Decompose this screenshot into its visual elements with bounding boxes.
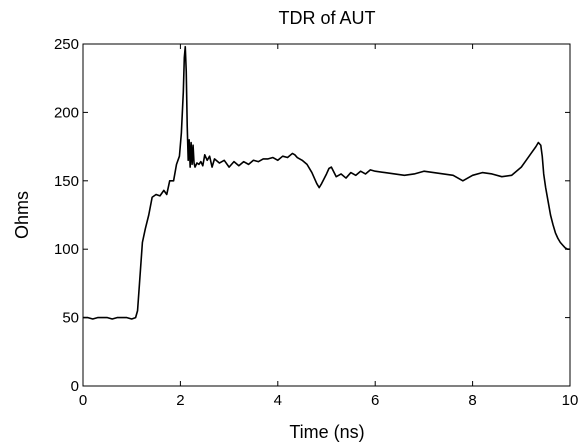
- plot-area: [82, 43, 571, 387]
- chart-title: TDR of AUT: [278, 8, 375, 28]
- plot-frame: [82, 43, 571, 387]
- y-tick-label: 100: [54, 241, 79, 258]
- y-axis-label: Ohms: [12, 191, 32, 239]
- series-line: [83, 45, 570, 320]
- y-tick-label: 0: [71, 378, 79, 395]
- y-axis: 0 50 100 150 200 250: [54, 36, 570, 395]
- x-tick-label: 8: [468, 392, 476, 409]
- x-tick-label: 2: [176, 392, 184, 409]
- x-tick-label: 6: [371, 392, 379, 409]
- x-tick-label: 4: [274, 392, 282, 409]
- x-tick-label: 10: [562, 392, 579, 409]
- y-tick-label: 150: [54, 173, 79, 190]
- x-tick-label: 0: [79, 392, 87, 409]
- x-axis: 0 2 4 6 8 10: [79, 44, 579, 409]
- y-tick-label: 250: [54, 36, 79, 53]
- y-tick-label: 50: [62, 310, 79, 327]
- x-axis-label: Time (ns): [289, 422, 364, 442]
- y-tick-label: 200: [54, 104, 79, 121]
